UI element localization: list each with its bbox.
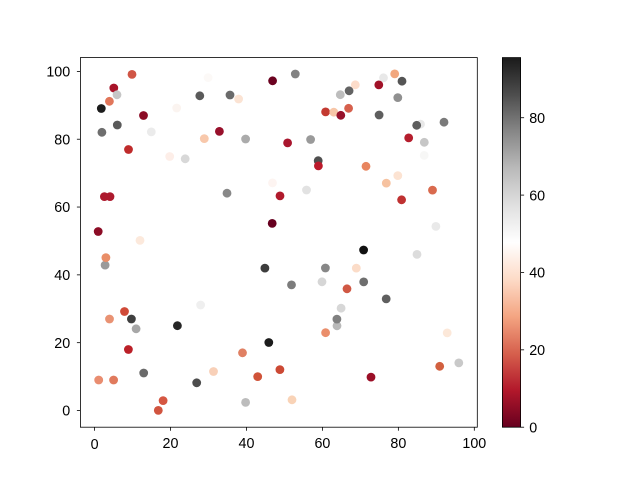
svg-text:40: 40: [54, 268, 70, 284]
svg-text:80: 80: [529, 111, 545, 127]
svg-text:60: 60: [54, 200, 70, 216]
svg-text:80: 80: [390, 436, 406, 452]
svg-text:20: 20: [54, 336, 70, 352]
svg-text:100: 100: [462, 436, 486, 452]
svg-text:20: 20: [163, 436, 179, 452]
svg-text:60: 60: [314, 436, 330, 452]
svg-text:100: 100: [46, 65, 70, 81]
svg-text:0: 0: [62, 404, 70, 420]
svg-text:20: 20: [529, 343, 545, 359]
svg-text:40: 40: [239, 436, 255, 452]
svg-text:0: 0: [529, 420, 537, 436]
svg-text:60: 60: [529, 188, 545, 204]
svg-text:0: 0: [91, 437, 99, 453]
svg-text:40: 40: [529, 266, 545, 282]
svg-text:80: 80: [54, 132, 70, 148]
